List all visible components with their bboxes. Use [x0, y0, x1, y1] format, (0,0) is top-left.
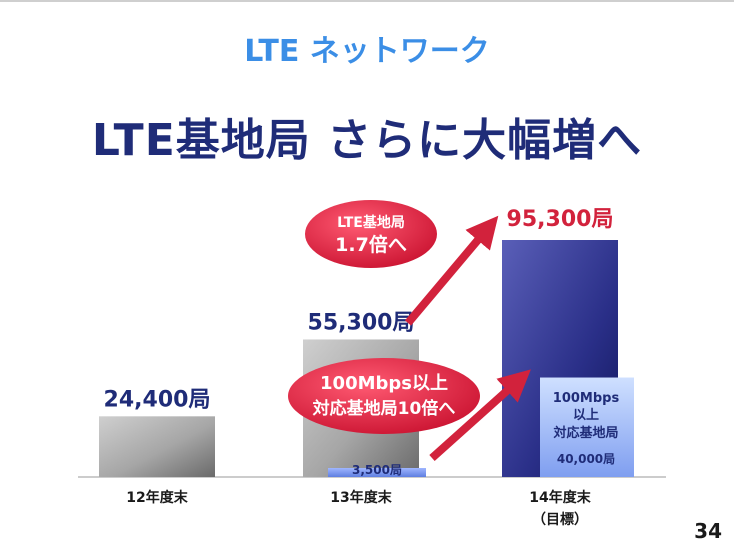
x-tick-label-12: 12年度末 [126, 489, 188, 506]
value-label-12: 24,400局 [104, 387, 211, 412]
sub-value-label-13: 3,500局 [352, 463, 402, 477]
x-tick-label-13: 13年度末 [330, 489, 392, 506]
x-tick-label-14: 14年度末 [529, 489, 591, 506]
callout-100mbps-line1: 100Mbps以上 [320, 373, 448, 394]
sub-bar-label-line1: 100Mbps [553, 391, 620, 406]
top-rule [0, 0, 734, 2]
callout-oval-100mbps [288, 358, 480, 434]
slide-subtitle: LTE ネットワーク [244, 34, 490, 69]
callout-total-line1: LTE基地局 [337, 214, 405, 231]
x-tick-note-14: （目標） [532, 511, 588, 528]
bar-12-total [99, 416, 215, 477]
bar-13-100mbps [328, 468, 426, 477]
bar-14-100mbps [540, 377, 634, 477]
growth-arrow-100mbps [429, 369, 531, 461]
value-label-13: 55,300局 [308, 310, 415, 335]
callout-oval-total [305, 200, 437, 268]
slide-title: LTE基地局 さらに大幅増へ [91, 115, 643, 166]
growth-arrow-total [404, 215, 499, 326]
sub-value-label-14: 40,000局 [557, 452, 615, 466]
sub-bar-label-line2: 以上 [573, 408, 599, 423]
page-number: 34 [694, 519, 722, 543]
callout-100mbps-line2: 対応基地局10倍へ [312, 398, 456, 419]
sub-bar-label-line3: 対応基地局 [552, 425, 618, 441]
callout-total-line2: 1.7倍へ [335, 233, 407, 256]
value-label-14: 95,300局 [507, 207, 614, 232]
